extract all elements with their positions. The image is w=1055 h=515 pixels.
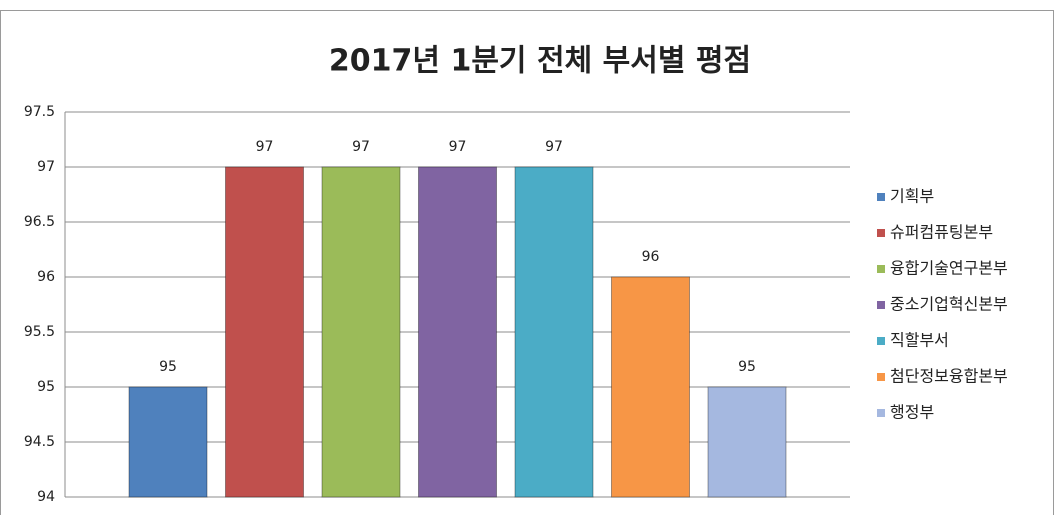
bar bbox=[225, 166, 304, 498]
legend-swatch bbox=[877, 409, 885, 417]
legend-swatch bbox=[877, 265, 885, 273]
bar bbox=[514, 166, 594, 498]
legend-swatch bbox=[877, 337, 885, 345]
bar bbox=[611, 276, 690, 498]
data-label: 95 bbox=[738, 359, 756, 375]
legend-label: 융합기술연구본부 bbox=[890, 259, 1008, 278]
legend-label: 중소기업혁신본부 bbox=[890, 295, 1008, 314]
legend-swatch bbox=[877, 373, 885, 381]
data-label: 96 bbox=[642, 249, 660, 265]
legend-label: 직할부서 bbox=[890, 331, 949, 350]
bar bbox=[707, 386, 787, 498]
y-tick-label: 94 bbox=[37, 489, 55, 505]
y-tick-label: 94.5 bbox=[24, 434, 55, 450]
bar bbox=[321, 166, 401, 498]
legend-label: 첨단정보융합본부 bbox=[890, 367, 1008, 386]
chart-title: 2017년 1분기 전체 부서별 평점 bbox=[329, 44, 751, 79]
data-label: 97 bbox=[449, 139, 467, 155]
data-label: 97 bbox=[352, 139, 370, 155]
legend-label: 슈퍼컴퓨팅본부 bbox=[890, 223, 993, 242]
legend-swatch bbox=[877, 301, 885, 309]
bar bbox=[418, 166, 497, 498]
data-label: 97 bbox=[545, 139, 563, 155]
legend-swatch bbox=[877, 229, 885, 237]
y-tick-label: 97 bbox=[37, 159, 55, 175]
legend-label: 행정부 bbox=[890, 403, 934, 422]
y-tick-label: 95 bbox=[37, 379, 55, 395]
y-tick-label: 96 bbox=[37, 269, 55, 285]
y-tick-label: 97.5 bbox=[24, 104, 55, 120]
y-tick-label: 96.5 bbox=[24, 214, 55, 230]
legend-swatch bbox=[877, 193, 885, 201]
legend-label: 기획부 bbox=[890, 187, 934, 206]
y-tick-label: 95.5 bbox=[24, 324, 55, 340]
bar bbox=[128, 386, 208, 498]
data-label: 95 bbox=[159, 359, 177, 375]
data-label: 97 bbox=[256, 139, 274, 155]
